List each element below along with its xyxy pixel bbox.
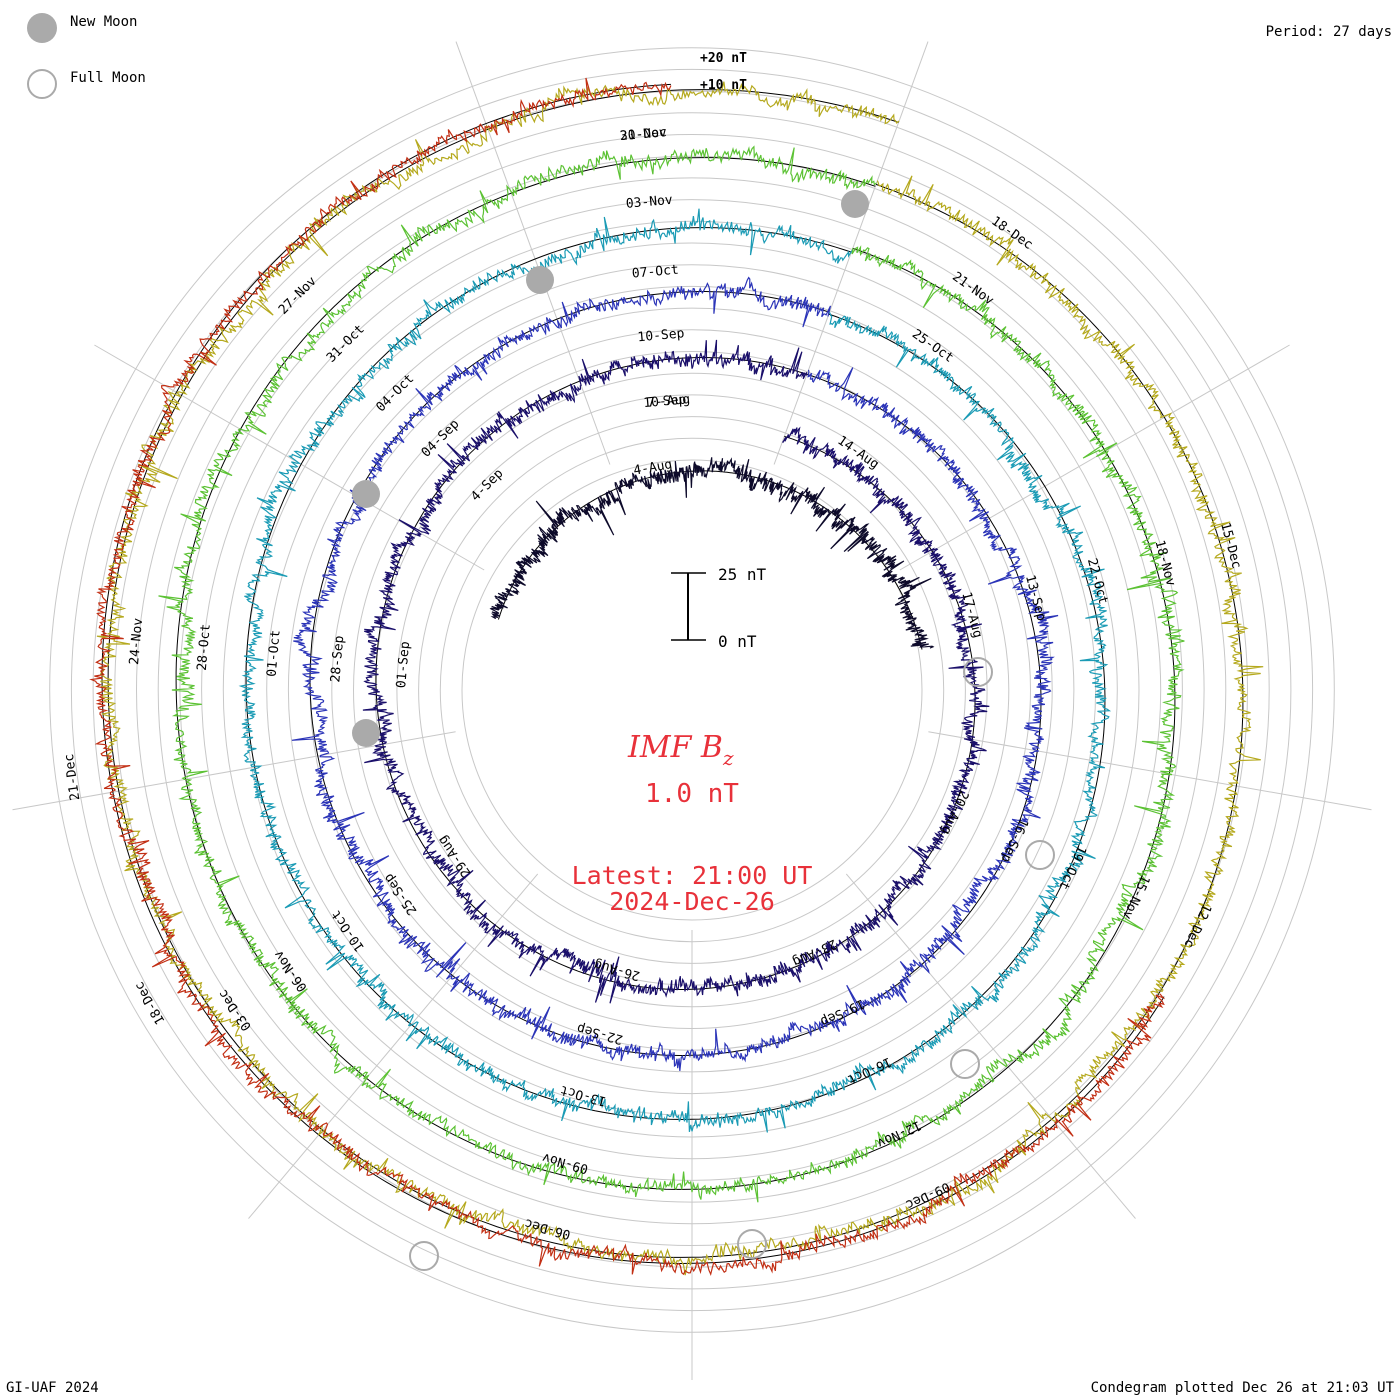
reference-spiral (497, 470, 923, 650)
reference-spiral (375, 357, 976, 990)
new-moon-marker (352, 719, 380, 747)
ring-date-label: 10-Oct (329, 907, 368, 954)
ring-date-label: 10-Sep (637, 326, 685, 345)
ring-date-label: 17-Aug (958, 590, 985, 639)
ring-date-label: 28-Oct (195, 623, 214, 671)
full-moon-marker (1025, 840, 1055, 870)
center-latest-time: Latest: 21:00 UT (572, 861, 813, 890)
ring-date-label: 30-Nov (619, 125, 667, 144)
ring-date-label: 01-Sep (394, 641, 413, 689)
center-title: IMF Bz (627, 730, 734, 770)
full-moon-marker (963, 657, 993, 687)
ring-date-label: 20-Aug (938, 788, 971, 837)
grid-spoke (899, 344, 1290, 571)
ring-date-label: 23-Aug (790, 936, 839, 969)
ref-label-20nt: +20 nT (700, 51, 747, 66)
plotted-timestamp: Condegram plotted Dec 26 at 21:03 UT (1090, 1380, 1394, 1396)
period-label: Period: 27 days (1265, 24, 1392, 40)
scale-top-label: 25 nT (718, 565, 767, 584)
ring-date-label: 4-Aug (632, 457, 673, 479)
moon-marker-layer (352, 190, 1055, 1271)
new-moon-marker (841, 190, 869, 218)
new-moon-legend-icon (27, 13, 57, 43)
bz-trace-ring-7 (89, 77, 1166, 1277)
bz-trace-ring-2 (362, 339, 990, 1004)
scale-bar: 25 nT 0 nT (671, 565, 767, 651)
ring-date-label: 27-Nov (276, 274, 320, 318)
ring-date-label: 09-Nov (541, 1149, 590, 1176)
grid-spoke (928, 731, 1372, 811)
trace-layer (89, 77, 1264, 1277)
full-moon-legend-icon (27, 69, 57, 99)
ring-date-label: 01-Oct (265, 629, 284, 677)
ring-date-label: 10-Aug (643, 392, 691, 411)
ring-date-label: 16-Oct (845, 1053, 894, 1086)
bz-trace-ring-5 (158, 145, 1185, 1203)
bz-trace-ring-4 (238, 208, 1112, 1133)
ring-date-label: 28-Sep (328, 635, 347, 683)
bz-trace-ring-6 (96, 81, 1264, 1276)
ref-label-10nt: +10 nT (700, 78, 747, 93)
full-moon-marker (409, 1241, 439, 1271)
ring-date-label: 24-Nov (127, 617, 146, 665)
ring-date-label: 03-Dec (216, 986, 255, 1033)
ring-date-label: 07-Oct (631, 263, 679, 282)
ring-date-label: 12-Dec (1181, 901, 1214, 950)
grid-spoke (248, 873, 539, 1219)
grid-spoke (455, 41, 611, 465)
ring-date-label: 15-Nov (1119, 872, 1153, 921)
scale-bottom-label: 0 nT (718, 632, 757, 651)
ring-date-label: 18-Dec (132, 979, 168, 1027)
ring-date-label: 04-Oct (373, 371, 417, 415)
ring-date-label: 21-Dec (619, 125, 667, 144)
ring-date-label: 03-Nov (625, 193, 673, 212)
center-current-value: 1.0 nT (645, 779, 739, 809)
ring-date-label: 4-Sep (468, 466, 506, 504)
full-moon-legend-label: Full Moon (70, 70, 146, 86)
ring-date-label: 7-Sep (647, 392, 687, 410)
ring-date-label: 21-Dec (62, 753, 83, 802)
grid-spoke (845, 873, 1136, 1219)
bz-trace-ring-3 (291, 276, 1059, 1071)
full-moon-marker (737, 1229, 767, 1259)
new-moon-marker (526, 266, 554, 294)
credit-label: GI-UAF 2024 (6, 1380, 99, 1396)
ring-date-label: 19-Oct (1055, 843, 1088, 892)
ring-date-label: 31-Oct (324, 322, 368, 366)
center-title-subscript: z (722, 746, 734, 770)
center-latest-date: 2024-Dec-26 (609, 887, 775, 916)
new-moon-marker (352, 480, 380, 508)
full-moon-marker (950, 1049, 980, 1079)
new-moon-legend-label: New Moon (70, 14, 138, 30)
reference-spiral (107, 89, 1244, 1258)
grid-ring (461, 459, 923, 921)
ring-date-label: 18-Dec (988, 214, 1035, 253)
ring-date-label: 09-Dec (903, 1179, 952, 1212)
date-label-layer: 4-Aug7-Sep4-Sep01-Sep29-Aug26-Aug23-Aug2… (62, 125, 1244, 1242)
bz-trace-ring-1 (489, 457, 935, 649)
